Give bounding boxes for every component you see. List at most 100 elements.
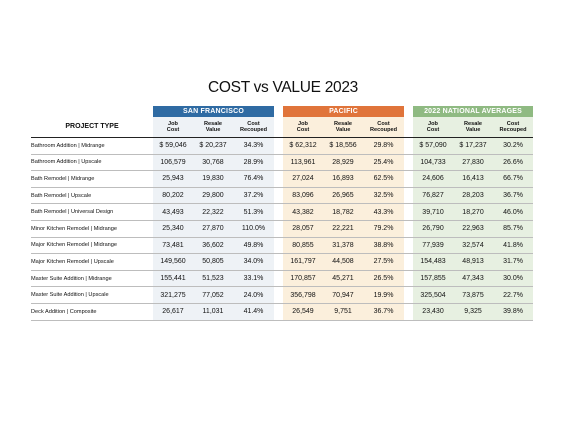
nat-cost-recouped-cell: 26.6% bbox=[493, 154, 534, 172]
sf-job-cost-header: Job Cost bbox=[153, 117, 193, 138]
nat-cost-recouped-header: Cost Recouped bbox=[493, 117, 534, 138]
sf-cost-recouped-cell: 41.4% bbox=[233, 303, 274, 321]
pac-cost-recouped-cell: 27.5% bbox=[363, 253, 405, 271]
sf-job-cost-cell: 25,943 bbox=[153, 170, 193, 188]
nat-resale-value-cell: 22,963 bbox=[453, 220, 494, 238]
sf-job-cost-cell: 106,579 bbox=[153, 154, 193, 172]
pac-resale-value-cell: 22,221 bbox=[323, 220, 363, 238]
project-type-cell: Bath Remodel | Midrange bbox=[31, 170, 153, 188]
column-gap bbox=[274, 187, 283, 205]
table-row: Master Suite Addition | Midrange 155,441 5… bbox=[31, 270, 534, 288]
sf-job-cost-cell: 149,560 bbox=[153, 253, 193, 271]
pac-cost-recouped-cell: 43.3% bbox=[363, 203, 405, 221]
pac-cost-recouped-cell: 62.5% bbox=[363, 170, 405, 188]
pac-job-cost-cell: 161,797 bbox=[283, 253, 323, 271]
nat-resale-value-cell: 16,413 bbox=[453, 170, 494, 188]
column-gap bbox=[274, 270, 283, 288]
nat-resale-value-cell: 9,325 bbox=[453, 303, 494, 321]
project-type-cell: Bathroom Addition | Midrange bbox=[31, 137, 153, 155]
nat-cost-recouped-cell: 66.7% bbox=[493, 170, 534, 188]
project-type-cell: Master Suite Addition | Upscale bbox=[31, 286, 153, 304]
pac-cost-recouped-cell: 26.5% bbox=[363, 270, 405, 288]
sf-job-cost-cell: 26,617 bbox=[153, 303, 193, 321]
pac-resale-value-cell: 16,893 bbox=[323, 170, 363, 188]
page-title: COST vs VALUE 2023 bbox=[208, 79, 358, 96]
project-type-cell: Major Kitchen Remodel | Midrange bbox=[31, 237, 153, 255]
pac-cost-recouped-cell: 38.8% bbox=[363, 237, 405, 255]
pac-cost-recouped-cell: 32.5% bbox=[363, 187, 405, 205]
nat-resale-value-cell: 47,343 bbox=[453, 270, 494, 288]
project-type-cell: Bath Remodel | Universal Design bbox=[31, 203, 153, 221]
project-type-cell: Master Suite Addition | Midrange bbox=[31, 270, 153, 288]
column-gap bbox=[404, 187, 414, 205]
nat-job-cost-cell: 39,710 bbox=[413, 203, 454, 221]
sf-cost-recouped-header: Cost Recouped bbox=[233, 117, 274, 138]
column-gap bbox=[404, 170, 414, 188]
nat-job-cost-cell: $ 57,090 bbox=[413, 137, 454, 155]
column-gap bbox=[404, 237, 414, 255]
nat-resale-value-cell: $ 17,237 bbox=[453, 137, 494, 155]
sf-cost-recouped-cell: 49.8% bbox=[233, 237, 274, 255]
project-type-cell: Minor Kitchen Remodel | Midrange bbox=[31, 220, 153, 238]
sf-resale-value-cell: 36,602 bbox=[193, 237, 233, 255]
table-row: Bathroom Addition | Upscale 106,579 30,768… bbox=[31, 154, 534, 172]
table-row: Minor Kitchen Remodel | Midrange 25,340 27… bbox=[31, 220, 534, 238]
sf-cost-recouped-cell: 33.1% bbox=[233, 270, 274, 288]
sf-job-cost-cell: 43,493 bbox=[153, 203, 193, 221]
column-header-row: PROJECT TYPE Job Cost Resale Value Cost Rec… bbox=[31, 117, 534, 138]
project-type-cell: Major Kitchen Remodel | Upscale bbox=[31, 253, 153, 271]
pac-resale-value-header: Resale Value bbox=[323, 117, 363, 138]
sf-job-cost-cell: 80,202 bbox=[153, 187, 193, 205]
column-gap bbox=[274, 203, 283, 221]
sf-cost-recouped-cell: 51.3% bbox=[233, 203, 274, 221]
pac-job-cost-cell: $ 62,312 bbox=[283, 137, 323, 155]
nat-job-cost-cell: 26,790 bbox=[413, 220, 454, 238]
column-gap bbox=[404, 270, 414, 288]
pac-cost-recouped-cell: 29.8% bbox=[363, 137, 405, 155]
nat-cost-recouped-cell: 85.7% bbox=[493, 220, 534, 238]
column-gap bbox=[274, 237, 283, 255]
nat-resale-value-cell: 18,270 bbox=[453, 203, 494, 221]
pac-resale-value-cell: 28,929 bbox=[323, 154, 363, 172]
column-gap bbox=[274, 286, 283, 304]
project-type-cell: Bathroom Addition | Upscale bbox=[31, 154, 153, 172]
sf-resale-value-cell: $ 20,237 bbox=[193, 137, 233, 155]
sf-resale-value-cell: 19,830 bbox=[193, 170, 233, 188]
sf-cost-recouped-cell: 34.3% bbox=[233, 137, 274, 155]
group-san-francisco: SAN FRANCISCO bbox=[153, 106, 274, 117]
nat-resale-value-header: Resale Value bbox=[453, 117, 494, 138]
group-pacific: PACIFIC bbox=[283, 106, 405, 117]
sf-cost-recouped-cell: 76.4% bbox=[233, 170, 274, 188]
nat-job-cost-cell: 77,939 bbox=[413, 237, 454, 255]
sf-resale-value-cell: 30,768 bbox=[193, 154, 233, 172]
pac-resale-value-cell: 26,965 bbox=[323, 187, 363, 205]
nat-cost-recouped-cell: 31.7% bbox=[493, 253, 534, 271]
nat-cost-recouped-cell: 30.0% bbox=[493, 270, 534, 288]
column-gap bbox=[404, 286, 414, 304]
pac-job-cost-cell: 26,549 bbox=[283, 303, 323, 321]
nat-job-cost-cell: 76,827 bbox=[413, 187, 454, 205]
nat-cost-recouped-cell: 46.0% bbox=[493, 203, 534, 221]
column-gap bbox=[274, 154, 283, 172]
pac-resale-value-cell: 70,947 bbox=[323, 286, 363, 304]
nat-job-cost-header: Job Cost bbox=[413, 117, 454, 138]
column-gap bbox=[274, 170, 283, 188]
sf-job-cost-cell: 321,275 bbox=[153, 286, 193, 304]
sf-resale-value-cell: 27,870 bbox=[193, 220, 233, 238]
nat-job-cost-cell: 154,483 bbox=[413, 253, 454, 271]
column-gap bbox=[404, 220, 414, 238]
sf-job-cost-cell: 155,441 bbox=[153, 270, 193, 288]
sf-resale-value-cell: 22,322 bbox=[193, 203, 233, 221]
nat-cost-recouped-cell: 30.2% bbox=[493, 137, 534, 155]
nat-cost-recouped-cell: 41.8% bbox=[493, 237, 534, 255]
sf-resale-value-cell: 51,523 bbox=[193, 270, 233, 288]
sf-resale-value-cell: 77,052 bbox=[193, 286, 233, 304]
column-gap bbox=[404, 303, 414, 321]
sf-job-cost-cell: 25,340 bbox=[153, 220, 193, 238]
sf-resale-value-header: Resale Value bbox=[193, 117, 233, 138]
project-type-header: PROJECT TYPE bbox=[31, 117, 153, 138]
pac-cost-recouped-cell: 79.2% bbox=[363, 220, 405, 238]
sf-job-cost-cell: 73,481 bbox=[153, 237, 193, 255]
pac-job-cost-cell: 356,798 bbox=[283, 286, 323, 304]
pac-resale-value-cell: $ 18,556 bbox=[323, 137, 363, 155]
